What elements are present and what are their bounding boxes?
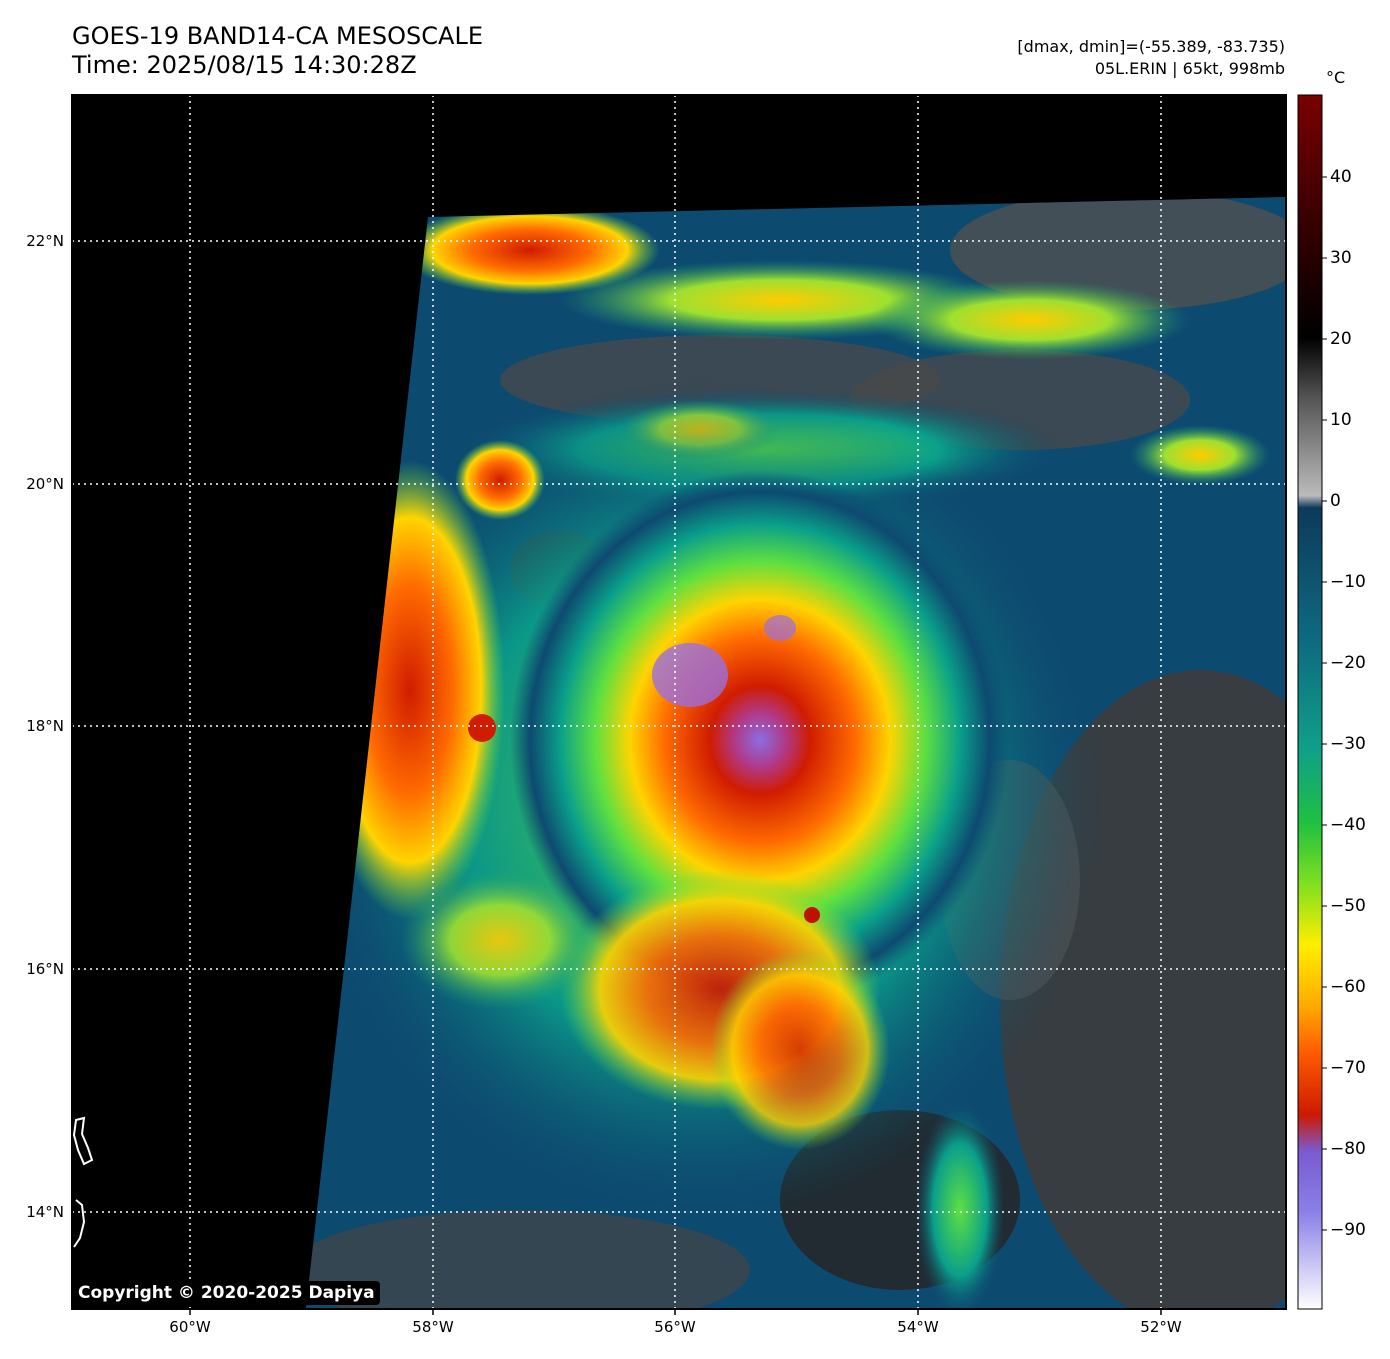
lon-label-52w: 52°W	[1140, 1318, 1182, 1336]
lat-label-18n: 18°N	[26, 717, 64, 735]
lat-label-16n: 16°N	[26, 960, 64, 978]
temperature-range: [dmax, dmin]=(-55.389, -83.735)	[1017, 37, 1285, 56]
colorbar	[1298, 95, 1322, 1309]
lat-label-22n: 22°N	[26, 232, 64, 250]
colorbar-tick: −90	[1330, 1220, 1366, 1240]
lon-label-56w: 56°W	[654, 1318, 696, 1336]
colorbar-tick: −40	[1330, 815, 1366, 835]
lon-label-54w: 54°W	[897, 1318, 939, 1336]
colorbar-tick: −80	[1330, 1139, 1366, 1159]
lat-label-20n: 20°N	[26, 475, 64, 493]
colorbar-tick: −70	[1330, 1058, 1366, 1078]
colorbar-tick: 40	[1330, 167, 1352, 187]
colorbar-tick: −30	[1330, 734, 1366, 754]
colorbar-tick: −60	[1330, 977, 1366, 997]
map-time: Time: 2025/08/15 14:30:28Z	[72, 51, 417, 79]
lon-label-60w: 60°W	[169, 1318, 211, 1336]
colorbar-tick: −10	[1330, 572, 1366, 592]
map-title: GOES-19 BAND14-CA MESOSCALE	[72, 22, 483, 50]
colorbar-tick: 20	[1330, 329, 1352, 349]
colorbar-tick: 0	[1330, 491, 1341, 511]
copyright-label: Copyright © 2020-2025 Dapiya	[73, 1281, 380, 1305]
colorbar-tick: −20	[1330, 653, 1366, 673]
colorbar-unit: °C	[1326, 68, 1346, 87]
colorbar-tick: 10	[1330, 410, 1352, 430]
colorbar-tick: 30	[1330, 248, 1352, 268]
lon-label-58w: 58°W	[412, 1318, 454, 1336]
storm-info: 05L.ERIN | 65kt, 998mb	[1094, 59, 1285, 78]
lat-label-14n: 14°N	[26, 1203, 64, 1221]
colorbar-tick: −50	[1330, 896, 1366, 916]
